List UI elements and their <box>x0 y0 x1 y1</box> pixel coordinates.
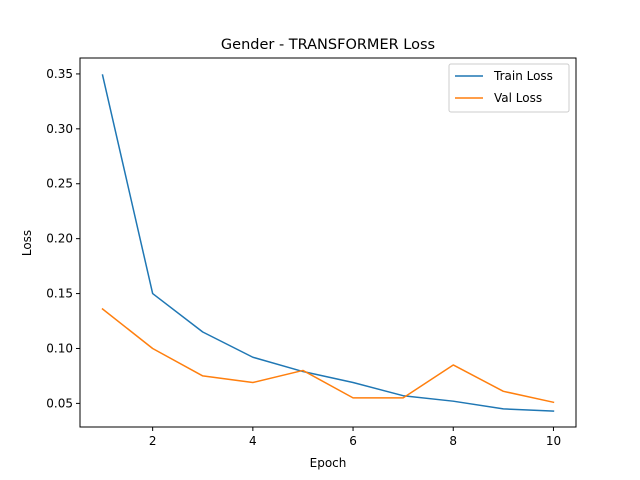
x-tick-label: 8 <box>449 434 457 448</box>
y-tick-label: 0.35 <box>46 67 73 81</box>
axes-frame <box>79 57 577 428</box>
x-axis-label: Epoch <box>310 456 347 470</box>
y-axis-label: Loss <box>20 230 34 256</box>
val-loss-line <box>101 307 555 404</box>
val-loss-legend-label: Val Loss <box>494 91 542 105</box>
y-tick-label: 0.05 <box>46 396 73 410</box>
y-tick-label: 0.25 <box>46 177 73 191</box>
x-axis-ticks: 2 4 6 8 10 <box>149 427 561 448</box>
y-tick-label: 0.10 <box>46 341 73 355</box>
x-tick-label: 10 <box>546 434 561 448</box>
train-loss-legend-label: Train Loss <box>493 69 553 83</box>
x-tick-label: 4 <box>249 434 257 448</box>
legend: Train Loss Val Loss <box>448 63 570 113</box>
y-axis-ticks: 0.05 0.10 0.15 0.20 0.25 0.30 0.35 <box>46 67 80 410</box>
series-lines <box>101 74 555 412</box>
y-tick-label: 0.20 <box>46 232 73 246</box>
chart-title: Gender - TRANSFORMER Loss <box>221 37 435 53</box>
plot-area <box>79 57 577 428</box>
x-tick-label: 2 <box>149 434 157 448</box>
x-tick-label: 6 <box>349 434 357 448</box>
y-tick-label: 0.15 <box>46 287 73 301</box>
train-loss-line <box>101 74 555 412</box>
y-tick-label: 0.30 <box>46 122 73 136</box>
